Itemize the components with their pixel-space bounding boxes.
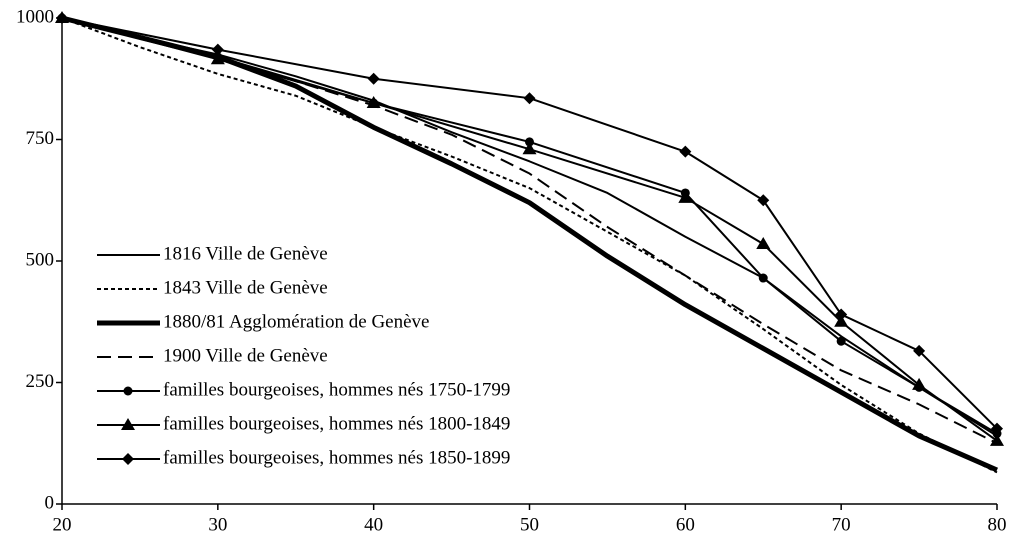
y-tick-label: 0 [45, 492, 55, 513]
marker [834, 314, 849, 327]
series-line [61, 17, 998, 435]
legend-label: familles bourgeoises, hommes nés 1850-18… [163, 447, 510, 468]
marker [525, 137, 534, 147]
y-tick-label: 750 [26, 128, 55, 149]
legend-label: 1900 Ville de Genève [163, 345, 328, 366]
marker [122, 453, 134, 465]
marker [758, 273, 768, 283]
x-tick-label: 80 [988, 514, 1007, 535]
series-line [61, 17, 998, 442]
marker [56, 12, 68, 24]
legend-label: 1816 Ville de Genève [163, 243, 328, 264]
legend-label: 1880/81 Agglomération de Genève [163, 311, 429, 332]
x-tick-label: 60 [676, 514, 695, 535]
y-tick-label: 250 [26, 371, 55, 392]
marker [366, 96, 381, 109]
legend-label: 1843 Ville de Genève [163, 277, 328, 298]
marker [913, 344, 926, 357]
series-line [61, 17, 998, 474]
marker [210, 52, 225, 65]
y-tick-label: 1000 [16, 6, 54, 27]
marker [757, 194, 770, 207]
marker [991, 422, 1003, 435]
marker [912, 377, 927, 390]
x-tick-label: 70 [832, 514, 851, 535]
marker [756, 236, 771, 249]
x-tick-label: 30 [208, 514, 227, 535]
y-tick-label: 500 [26, 249, 55, 270]
marker [835, 308, 848, 321]
series-line [61, 17, 998, 430]
x-tick-label: 50 [520, 514, 539, 535]
marker [123, 386, 133, 396]
legend-label: familles bourgeoises, hommes nés 1750-17… [163, 379, 510, 400]
marker [836, 336, 846, 346]
marker [523, 92, 536, 105]
x-tick-label: 40 [364, 514, 383, 535]
marker [678, 190, 693, 203]
series-line [61, 17, 998, 437]
marker [367, 72, 380, 85]
legend-label: familles bourgeoises, hommes nés 1800-18… [163, 413, 510, 434]
marker [990, 433, 1004, 446]
x-tick-label: 20 [53, 514, 72, 535]
marker [211, 43, 224, 56]
marker [522, 142, 537, 155]
marker [679, 145, 692, 158]
marker [121, 418, 135, 430]
